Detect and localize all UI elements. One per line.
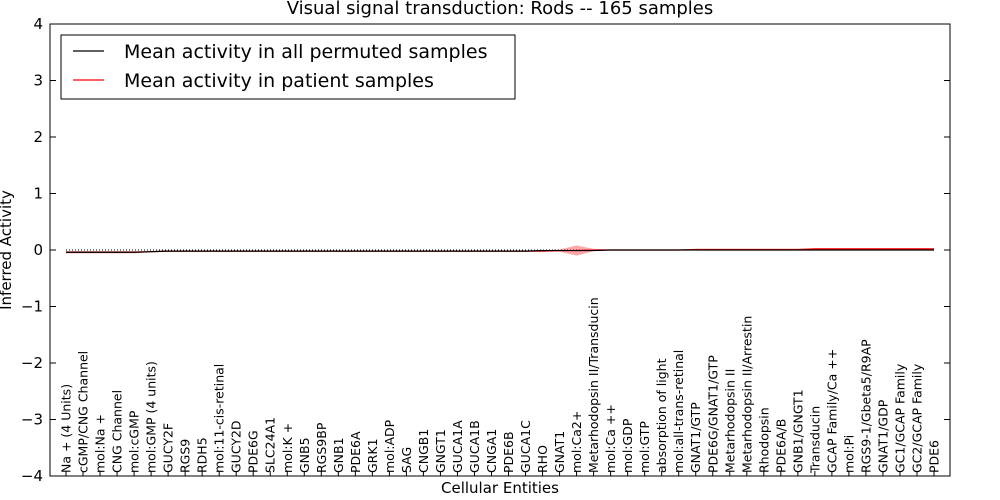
y-tick-label: −3 [21, 411, 43, 429]
x-category-label: RGS9BP [314, 422, 329, 473]
x-category-label: mol:all-trans-retinal [671, 350, 686, 473]
x-axis-label: Cellular Entities [441, 479, 559, 497]
x-category-label: Metarhodopsin II/Transducin [586, 297, 601, 473]
x-category-label: GNGT1 [433, 429, 448, 473]
x-category-label: PDE6 [927, 440, 942, 473]
x-category-label: mol:11-cis-retinal [212, 364, 227, 473]
x-category-label: GNAT1/GDP [875, 399, 890, 473]
x-category-label: PDE6A/B [773, 419, 788, 473]
x-category-label: GUCA1B [467, 420, 482, 473]
x-category-label: RHO [535, 445, 550, 473]
y-axis-ticks: −4 −3 −2 −1 0 1 2 3 4 [21, 15, 950, 485]
x-category-label: cGMP/CNG Channel [76, 351, 91, 473]
y-tick-label: 4 [33, 15, 43, 33]
x-category-label: GNB1/GNGT1 [790, 389, 805, 473]
x-category-label: mol:GDP [620, 418, 635, 473]
x-category-label: GNAT1 [552, 431, 567, 473]
x-category-label: RDH5 [195, 437, 210, 473]
x-category-label: PDE6G/GNAT1/GTP [705, 355, 720, 473]
x-category-label: mol:Na + [93, 414, 108, 473]
y-tick-label: 1 [33, 185, 43, 203]
plot-frame [49, 23, 951, 477]
x-category-label: GRK1 [365, 438, 380, 473]
x-category-label: Metarhodopsin II [722, 369, 737, 473]
x-category-label: SAG [399, 447, 414, 473]
x-category-label: mol:Ca ++ [603, 404, 618, 473]
x-category-label: GC1/GCAP Family [892, 363, 907, 473]
x-category-label: mol:Ca2+ [569, 411, 584, 473]
x-category-label: PDE6A [348, 431, 363, 473]
series-line-permuted [66, 249, 934, 253]
x-category-label: absorption of light [654, 358, 669, 473]
x-axis-category-labels: Na + (4 Units) cGMP/CNG Channel mol:Na + CN… [59, 297, 942, 476]
x-category-label: GNAT1/GTP [688, 402, 703, 473]
x-category-label: mol:GTP [637, 421, 652, 473]
x-category-label: mol:cGMP [127, 410, 142, 473]
x-category-label: mol:K + [280, 423, 295, 473]
y-tick-label: 3 [33, 72, 43, 90]
x-category-label: Na + (4 Units) [59, 384, 74, 473]
y-tick-label: 0 [33, 241, 43, 259]
x-category-label: GUCA1A [450, 420, 465, 473]
legend: Mean activity in all permuted samples Mea… [60, 34, 516, 100]
x-category-label: SLC24A1 [263, 417, 278, 473]
x-category-label: Metarhodopsin II/Arrestin [739, 316, 754, 473]
x-category-label: CNGA1 [484, 429, 499, 473]
y-tick-label: −4 [21, 467, 43, 485]
x-category-label: GUCY2F [161, 423, 176, 473]
x-category-label: PDE6G [246, 430, 261, 473]
x-category-label: mol:Pi [841, 435, 856, 473]
x-category-label: mol:ADP [382, 419, 397, 473]
chart-title: Visual signal transduction: Rods -- 165 … [287, 0, 714, 19]
x-category-label: Transducin [807, 406, 822, 474]
x-category-label: GUCY2D [229, 420, 244, 473]
legend-box [60, 34, 516, 100]
legend-entry-label: Mean activity in all permuted samples [124, 41, 487, 63]
x-category-label: mol:GMP (4 units) [144, 361, 159, 473]
y-tick-label: 2 [33, 128, 43, 146]
plot-area [66, 245, 934, 256]
y-axis-label: Inferred Activity [0, 190, 15, 310]
x-category-label: CNG Channel [110, 390, 125, 473]
legend-entry-label: Mean activity in patient samples [124, 70, 434, 92]
x-category-label: GNB1 [331, 437, 346, 473]
x-category-label: GC2/GCAP Family [909, 363, 924, 473]
x-category-label: Rhodopsin [756, 407, 771, 473]
x-category-label: GNB5 [297, 437, 312, 473]
y-tick-label: −1 [21, 298, 43, 316]
x-category-label: RGS9-1/Gbeta5/R9AP [858, 339, 873, 473]
x-category-label: PDE6B [501, 431, 516, 473]
x-category-label: CNGB1 [416, 429, 431, 473]
y-tick-label: −2 [21, 354, 43, 372]
x-category-label: RGS9 [178, 439, 193, 473]
x-category-label: GCAP Family/Ca ++ [824, 349, 839, 473]
x-category-label: GUCA1C [518, 420, 533, 473]
